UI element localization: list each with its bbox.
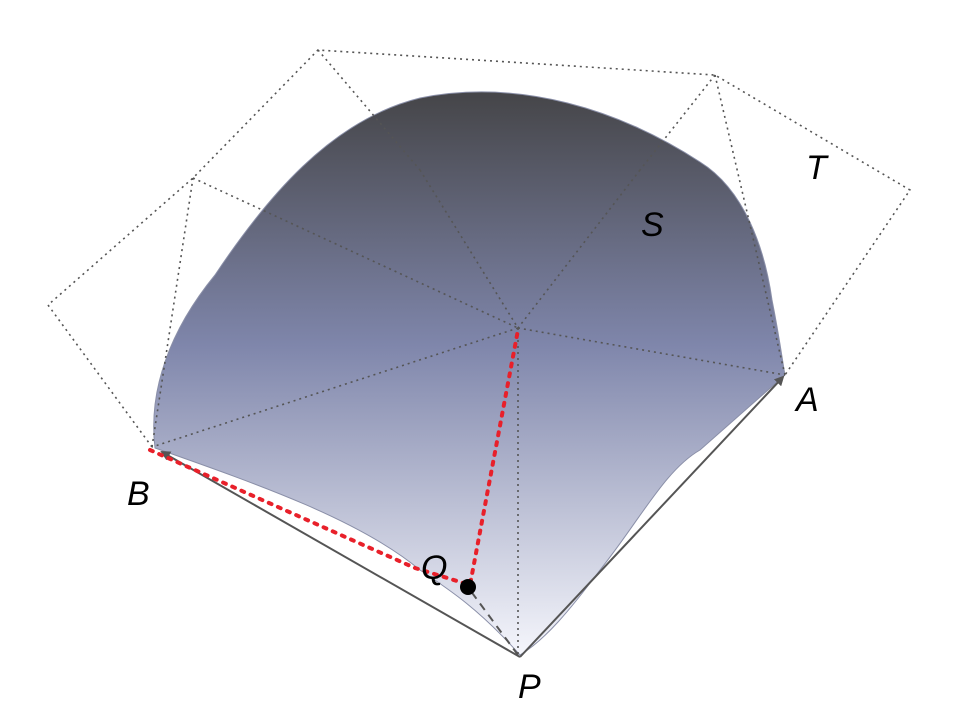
- tangent-plane-T-grid: [46, 49, 912, 655]
- label-Q: Q: [421, 549, 447, 587]
- edge-P-to-A: [519, 375, 785, 658]
- red-path: [148, 328, 520, 588]
- edge-P-to-B: [160, 451, 521, 658]
- label-P: P: [518, 668, 541, 706]
- point-Q-marker: [460, 579, 476, 595]
- label-A: A: [794, 381, 819, 419]
- label-B: B: [127, 475, 150, 513]
- label-S: S: [641, 206, 664, 244]
- surface-S: [153, 91, 786, 656]
- label-T: T: [806, 149, 829, 187]
